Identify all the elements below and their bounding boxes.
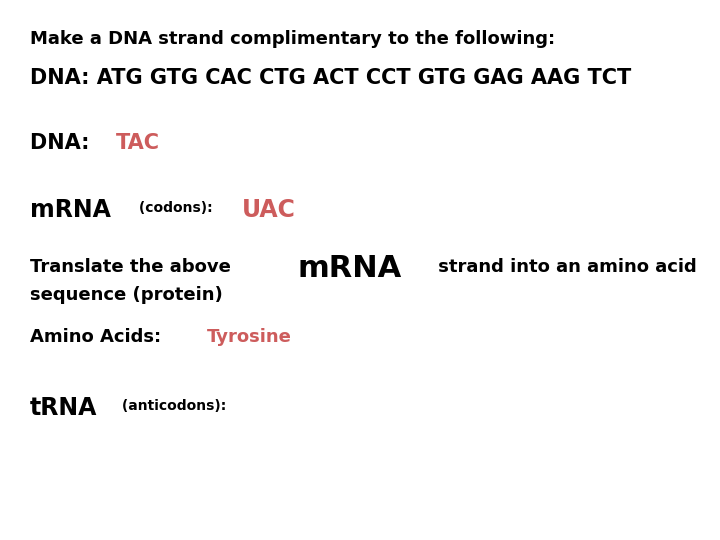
- Text: mRNA: mRNA: [30, 198, 111, 222]
- Text: DNA:: DNA:: [30, 133, 96, 153]
- Text: (codons):: (codons):: [135, 201, 218, 215]
- Text: Tyrosine: Tyrosine: [207, 328, 292, 346]
- Text: sequence (protein): sequence (protein): [30, 286, 222, 304]
- Text: (anticodons):: (anticodons):: [117, 399, 226, 413]
- Text: Make a DNA strand complimentary to the following:: Make a DNA strand complimentary to the f…: [30, 30, 555, 48]
- Text: strand into an amino acid: strand into an amino acid: [432, 258, 696, 276]
- Text: Translate the above: Translate the above: [30, 258, 237, 276]
- Text: tRNA: tRNA: [30, 396, 97, 420]
- Text: UAC: UAC: [242, 198, 296, 222]
- Text: DNA: ATG GTG CAC CTG ACT CCT GTG GAG AAG TCT: DNA: ATG GTG CAC CTG ACT CCT GTG GAG AAG…: [30, 68, 631, 88]
- Text: Amino Acids:: Amino Acids:: [30, 328, 167, 346]
- Text: mRNA: mRNA: [297, 254, 402, 283]
- Text: TAC: TAC: [116, 133, 160, 153]
